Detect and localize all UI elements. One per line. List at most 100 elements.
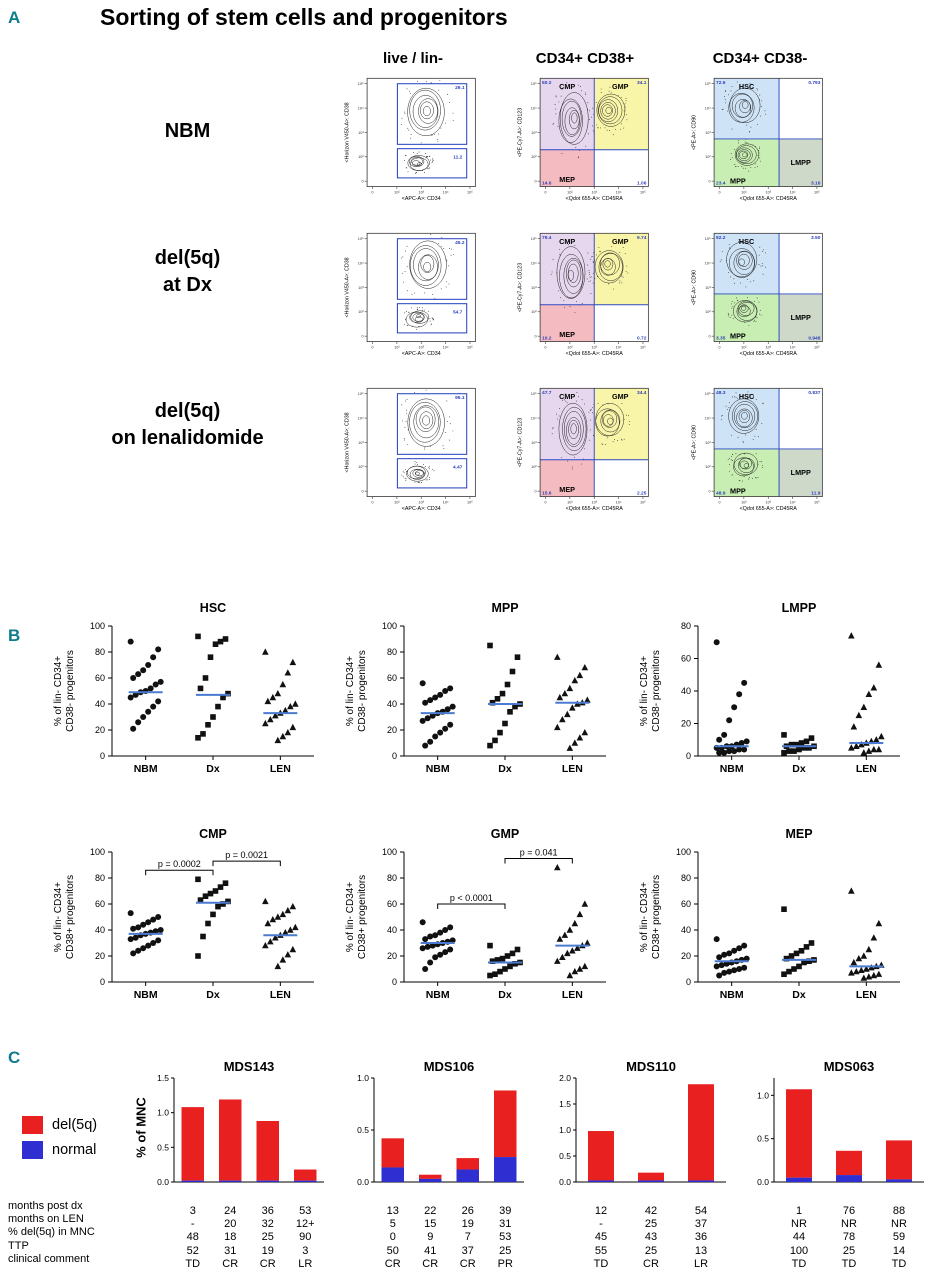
bar-chart-svg: MDS143 0.0 0.5 1.0 1.5: [157, 1059, 324, 1187]
svg-text:0.837: 0.837: [808, 390, 820, 396]
svg-text:10⁵: 10⁵: [467, 345, 473, 349]
svg-text:Dx: Dx: [206, 989, 220, 1001]
timepoint-value: 53: [499, 1231, 512, 1244]
svg-text:10⁴: 10⁴: [790, 190, 796, 194]
svg-text:<Qdot 655-A>: CD45RA: <Qdot 655-A>: CD45RA: [566, 506, 624, 512]
legend-swatch-normal: [22, 1141, 43, 1159]
svg-text:10³: 10³: [765, 189, 771, 194]
svg-text:<PE-Cy7-A>: CD123: <PE-Cy7-A>: CD123: [518, 263, 524, 312]
timepoint-value: 22: [424, 1205, 437, 1217]
svg-text:LMPP: LMPP: [782, 601, 817, 615]
svg-text:1.0: 1.0: [157, 1108, 169, 1118]
svg-text:0: 0: [535, 490, 537, 494]
legend-item-normal: normal: [22, 1141, 97, 1159]
svg-text:10⁵: 10⁵: [467, 190, 473, 194]
svg-text:10³: 10³: [705, 285, 711, 290]
bar-chart-mds110: MDS110 0.0 0.5 1.0 1.5 2.0 12 42 54-25 37 45 43 36 55…: [540, 1058, 732, 1271]
timepoint-value: 39: [499, 1205, 512, 1217]
svg-text:10⁵: 10⁵: [814, 190, 820, 194]
svg-text:10⁵: 10⁵: [640, 345, 646, 349]
flow-plot-nbm-cd38pos: CMP GMP MEP 50.2 34.1 14.6 1.06 0 0 10² 10² 10³ 10³ 1…: [514, 70, 659, 222]
timepoint-value: 15: [424, 1218, 437, 1231]
svg-text:10⁴: 10⁴: [531, 262, 537, 266]
svg-text:34.1: 34.1: [637, 80, 647, 86]
svg-text:10²: 10²: [741, 344, 747, 349]
svg-text:100: 100: [90, 847, 105, 857]
svg-text:50.2: 50.2: [542, 80, 552, 86]
table-row-label: clinical comment: [8, 1252, 90, 1265]
svg-text:29.1: 29.1: [455, 85, 465, 91]
svg-text:HSC: HSC: [739, 237, 755, 246]
svg-text:NBM: NBM: [720, 763, 744, 775]
timepoint-value: 19: [261, 1244, 274, 1257]
timepoint-table-row: 1 76 88: [774, 1205, 924, 1218]
svg-text:10⁵: 10⁵: [467, 500, 473, 504]
row-label-line: at Dx: [163, 274, 212, 296]
svg-text:10⁵: 10⁵: [705, 237, 711, 241]
timepoint-value: 54: [694, 1205, 708, 1217]
timepoint-table-row: TD CR LR: [576, 1258, 726, 1271]
svg-text:40: 40: [95, 699, 105, 709]
svg-text:10⁵: 10⁵: [531, 237, 537, 241]
svg-text:0: 0: [362, 490, 364, 494]
svg-text:10³: 10³: [358, 440, 364, 445]
svg-text:10³: 10³: [418, 499, 424, 504]
timepoint-value: 78: [842, 1231, 856, 1244]
svg-text:% of lin- CD34+: % of lin- CD34+: [639, 656, 650, 726]
svg-text:% of lin- CD34+: % of lin- CD34+: [53, 882, 64, 952]
svg-text:80: 80: [95, 647, 105, 657]
svg-text:2.25: 2.25: [637, 491, 647, 497]
svg-text:10³: 10³: [705, 440, 711, 445]
svg-text:10⁴: 10⁴: [705, 107, 711, 111]
row-label-del5q-len: del(5q) on lenalidomide: [70, 398, 305, 452]
svg-text:0.0: 0.0: [757, 1177, 769, 1187]
svg-text:10⁴: 10⁴: [790, 500, 796, 504]
table-row-label: % del(5q) in MNC: [8, 1226, 95, 1239]
svg-text:0: 0: [535, 180, 537, 184]
flow-plot-svg: HSC MPP LMPP 72.6 0.793 23.4 3.16 0 0 10² 10² 10³ 10…: [692, 77, 823, 202]
svg-text:<APC-A>: CD34: <APC-A>: CD34: [402, 196, 441, 202]
svg-text:0: 0: [371, 500, 373, 504]
svg-text:Dx: Dx: [206, 763, 220, 775]
svg-text:1.0: 1.0: [559, 1125, 571, 1135]
column-header-cd34-cd38neg: CD34+ CD38-: [712, 50, 808, 67]
timepoint-value: 3: [302, 1244, 309, 1257]
svg-text:CD38- progenitors: CD38- progenitors: [65, 650, 76, 732]
svg-text:3.16: 3.16: [811, 181, 821, 187]
svg-text:10²: 10²: [531, 464, 537, 469]
row-label-del5q-dx: del(5q) at Dx: [70, 245, 305, 299]
svg-text:Dx: Dx: [498, 989, 512, 1001]
svg-text:0: 0: [100, 977, 105, 987]
svg-text:10³: 10³: [765, 499, 771, 504]
svg-text:0: 0: [718, 190, 720, 194]
svg-text:CD38+ progenitors: CD38+ progenitors: [357, 875, 368, 959]
timepoint-value: 76: [842, 1205, 856, 1217]
svg-text:45.2: 45.2: [455, 240, 465, 246]
column-header-cd34-cd38pos: CD34+ CD38+: [535, 50, 635, 67]
svg-text:20: 20: [387, 725, 397, 735]
svg-text:10⁵: 10⁵: [705, 82, 711, 86]
timepoint-value: 25: [499, 1244, 512, 1257]
timepoint-table-row: 100 25 14: [774, 1245, 924, 1258]
svg-text:2.0: 2.0: [559, 1073, 571, 1083]
row-label-line: del(5q): [154, 400, 221, 422]
svg-text:0.0: 0.0: [357, 1177, 369, 1187]
flow-plot-dx-live-lin: 45.2 54.7 0 0 10² 10² 10³ 10³ 10⁴ 10⁴ 10⁵ 10⁵ <APC-A…: [341, 225, 486, 377]
svg-text:100: 100: [382, 847, 397, 857]
timepoint-value: 26: [461, 1205, 474, 1217]
svg-text:10³: 10³: [531, 440, 537, 445]
svg-text:0: 0: [362, 335, 364, 339]
timepoint-value: 19: [461, 1218, 474, 1231]
scatter-plot-hsc: HSC 0 20 40 60 80 100 % of lin- CD34+ CD38- prog…: [48, 600, 340, 788]
svg-text:10²: 10²: [358, 309, 364, 314]
svg-text:80: 80: [387, 873, 397, 883]
svg-text:10⁴: 10⁴: [790, 345, 796, 349]
svg-text:0: 0: [718, 345, 720, 349]
scatter-svg: CMP 0 20 40 60 80 100 % of lin- CD34+ CD38+ prog…: [53, 827, 314, 1001]
svg-text:1.5: 1.5: [157, 1073, 169, 1083]
svg-text:10⁴: 10⁴: [358, 107, 364, 111]
timepoint-value: NR: [841, 1218, 857, 1231]
table-row-label: months on LEN: [8, 1213, 84, 1226]
svg-text:0.948: 0.948: [808, 336, 820, 342]
svg-text:10⁴: 10⁴: [358, 417, 364, 421]
